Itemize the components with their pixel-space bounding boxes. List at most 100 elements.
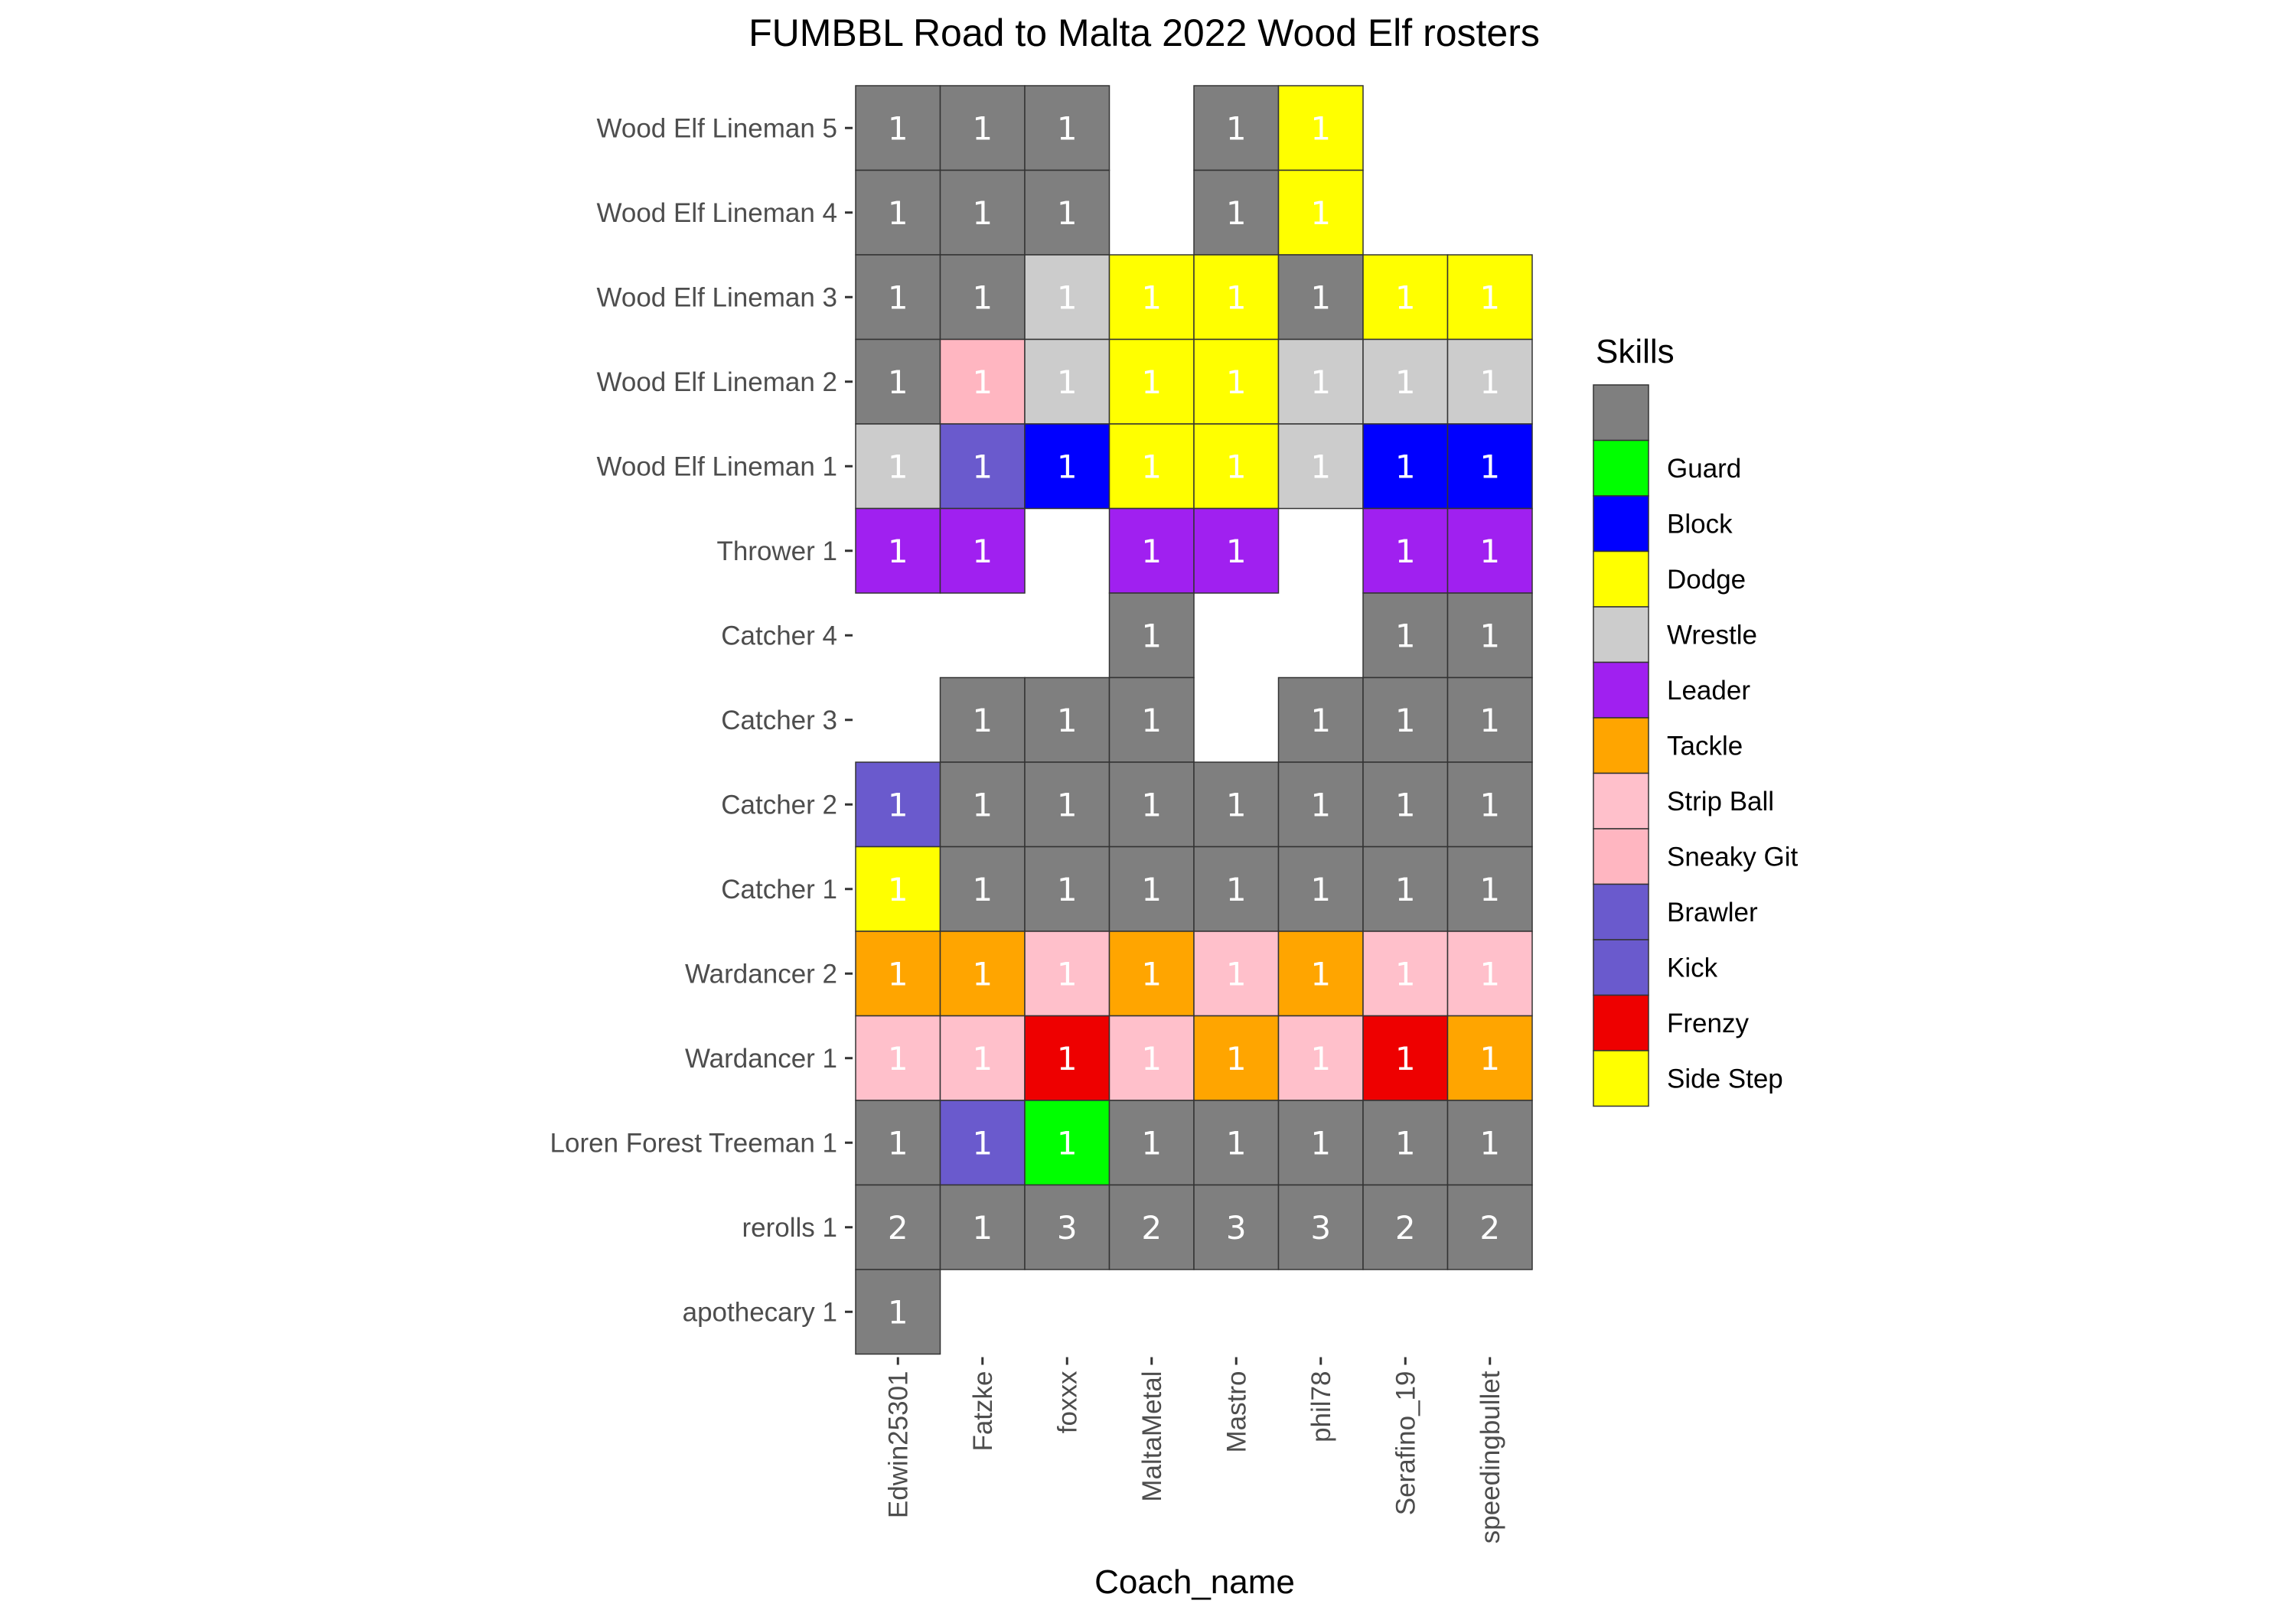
cell-value-label: 1: [888, 109, 908, 147]
cell-value-label: 1: [1226, 448, 1247, 485]
legend-swatch: [1593, 994, 1649, 1051]
cell-value-label: 1: [1310, 1124, 1331, 1162]
heatmap-cell: [1024, 1100, 1110, 1186]
heatmap-cell: [1362, 254, 1449, 341]
heatmap-cell: [1108, 507, 1195, 594]
heatmap-cell: [1108, 846, 1195, 932]
cell-value-label: 1: [1479, 279, 1500, 316]
legend-label: Tackle: [1667, 731, 1743, 761]
cell-value-label: 1: [1479, 786, 1500, 823]
cell-value-label: 1: [888, 448, 908, 485]
cell-value-label: 1: [888, 363, 908, 401]
cell-value-label: 1: [972, 702, 993, 739]
heatmap-cell: [939, 254, 1026, 341]
heatmap-cell: [1277, 761, 1364, 848]
heatmap-cell: [1108, 254, 1195, 341]
cell-value-label: 1: [972, 955, 993, 993]
cell-value-label: 1: [972, 1124, 993, 1162]
heatmap-cell: [1277, 676, 1364, 763]
legend-swatch: [1593, 550, 1649, 608]
cell-value-label: 1: [1479, 363, 1500, 401]
x-tick-label: speedingbullet: [1476, 1371, 1505, 1543]
heatmap-cell: [1446, 254, 1533, 341]
legend-swatch: [1593, 661, 1649, 719]
cell-value-label: 1: [1395, 617, 1416, 654]
cell-value-label: 1: [1141, 955, 1162, 993]
y-tick-label: Wood Elf Lineman 5: [596, 113, 837, 143]
heatmap-cell: [1108, 761, 1195, 848]
cell-value-label: 1: [1057, 1040, 1078, 1077]
cell-value-label: 1: [1310, 702, 1331, 739]
heatmap-cell: [855, 423, 941, 510]
legend-label: Brawler: [1667, 898, 1758, 927]
cell-value-label: 1: [1226, 871, 1247, 908]
legend-swatch: [1593, 606, 1649, 663]
cell-value-label: 1: [1057, 363, 1078, 401]
cell-value-label: 1: [1141, 363, 1162, 401]
legend: Skills Guard Block Dodge Wrestle Leader Tackl…: [1593, 333, 1798, 1107]
cell-value-label: 1: [1310, 955, 1331, 993]
cell-value-label: 1: [1226, 194, 1247, 232]
heatmap-cell: [939, 761, 1026, 848]
heatmap-cell: [939, 507, 1026, 594]
y-tick-label: apothecary 1: [683, 1297, 837, 1327]
x-tick-label: foxxx: [1052, 1371, 1082, 1433]
heatmap-cell: [855, 1015, 941, 1101]
heatmap-cell: [855, 507, 941, 594]
cell-value-label: 1: [972, 871, 993, 908]
cell-value-label: 1: [1310, 871, 1331, 908]
cell-value-label: 1: [1479, 1124, 1500, 1162]
heatmap-cell: [1446, 846, 1533, 932]
cell-value-label: 1: [1057, 1124, 1078, 1162]
cell-value-label: 1: [1057, 871, 1078, 908]
heatmap-cell: [1362, 507, 1449, 594]
heatmap-cell: [1277, 1015, 1364, 1101]
x-axis-title: Coach_name: [1094, 1563, 1295, 1601]
heatmap-cell: [1277, 85, 1364, 171]
cell-value-label: 1: [1141, 871, 1162, 908]
x-tick-label: MaltaMetal: [1137, 1371, 1167, 1502]
cell-value-label: 1: [888, 1040, 908, 1077]
cell-value-label: 1: [1395, 533, 1416, 570]
heatmap-cell: [1024, 931, 1110, 1017]
cell-value-label: 1: [1226, 533, 1247, 570]
cell-value-label: 2: [1479, 1209, 1500, 1247]
heatmap-cell: [1024, 1015, 1110, 1101]
cell-value-label: 1: [1057, 279, 1078, 316]
cell-value-label: 3: [1057, 1209, 1078, 1247]
cell-value-label: 1: [1141, 279, 1162, 316]
legend-label: Leader: [1667, 676, 1750, 706]
heatmap-cell: [855, 169, 941, 256]
cell-value-label: 1: [1479, 533, 1500, 570]
cell-value-label: 1: [1057, 448, 1078, 485]
heatmap-cell: [1193, 85, 1280, 171]
y-tick-label: Catcher 2: [721, 790, 837, 820]
cell-value-label: 1: [1310, 109, 1331, 147]
legend-label: Sneaky Git: [1667, 842, 1798, 872]
legend-swatch: [1593, 883, 1649, 940]
heatmap-cell: [1108, 1184, 1195, 1270]
cell-value-label: 1: [1310, 194, 1331, 232]
cell-value-label: 1: [888, 786, 908, 823]
heatmap-cell: [1193, 761, 1280, 848]
cell-value-label: 1: [972, 363, 993, 401]
cell-value-label: 1: [1226, 786, 1247, 823]
cell-value-label: 1: [1395, 955, 1416, 993]
heatmap-cell: [1446, 1100, 1533, 1186]
cell-value-label: 1: [1479, 1040, 1500, 1077]
cell-value-label: 1: [1057, 786, 1078, 823]
cell-value-label: 1: [1395, 1124, 1416, 1162]
heatmap-cell: [939, 931, 1026, 1017]
cell-value-label: 1: [1479, 955, 1500, 993]
cell-value-label: 1: [1395, 1040, 1416, 1077]
legend-label: Frenzy: [1667, 1009, 1749, 1038]
cell-value-label: 3: [1310, 1209, 1331, 1247]
heatmap-cell: [1108, 931, 1195, 1017]
cell-value-label: 1: [1057, 702, 1078, 739]
legend-items: Guard Block Dodge Wrestle Leader Tackle Strip …: [1593, 384, 1798, 1107]
cell-value-label: 1: [972, 448, 993, 485]
cell-value-label: 1: [888, 194, 908, 232]
cell-value-label: 1: [1226, 955, 1247, 993]
heatmap-cell: [1024, 1184, 1110, 1270]
cell-value-label: 1: [1479, 871, 1500, 908]
